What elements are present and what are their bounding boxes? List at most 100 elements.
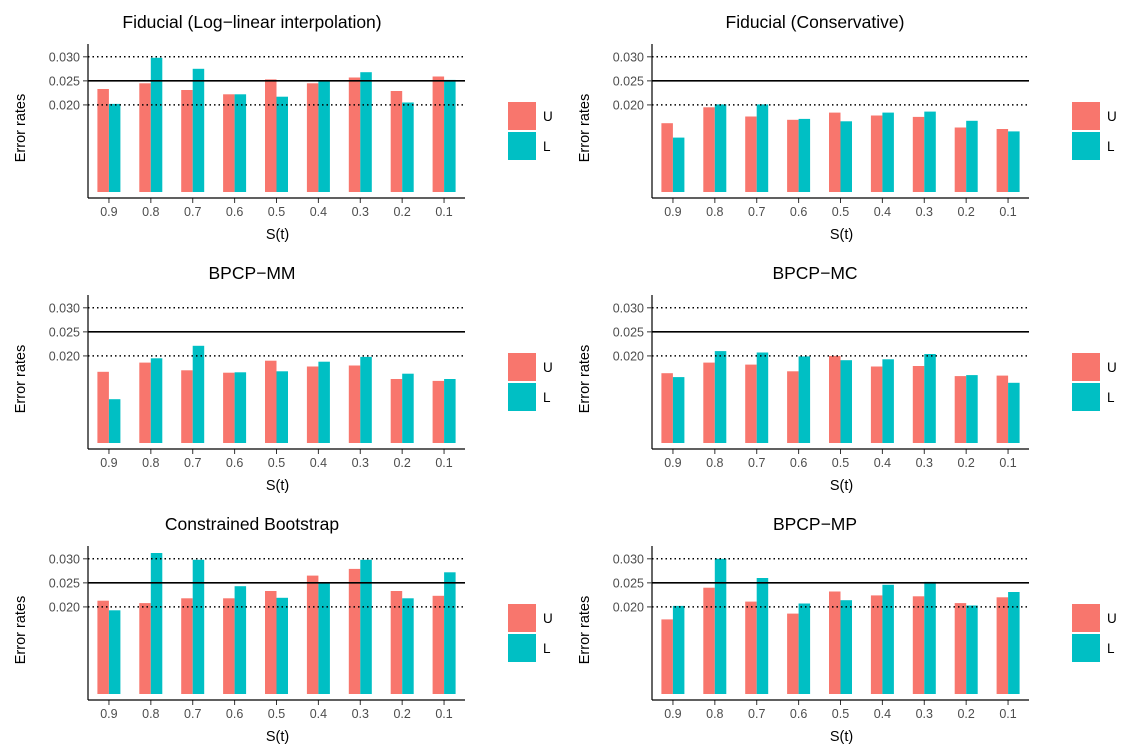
- legend-swatch-l: [1072, 634, 1100, 662]
- chart-title: BPCP−MM: [208, 263, 295, 283]
- bar-l-0-4: [318, 80, 330, 192]
- x-tick-label: 0.3: [352, 707, 369, 721]
- bar-l-0-3: [924, 581, 936, 694]
- bar-l-0-5: [840, 121, 852, 192]
- x-axis-label: S(t): [830, 227, 853, 243]
- bar-u-0-1: [996, 129, 1009, 192]
- y-axis-label: Error rates: [577, 596, 593, 665]
- x-tick-label: 0.4: [310, 707, 327, 721]
- y-tick-label: 0.025: [613, 576, 644, 590]
- x-tick-label: 0.3: [916, 456, 933, 470]
- bar-u-0-9: [97, 89, 109, 192]
- x-tick-label: 0.9: [100, 456, 117, 470]
- x-tick-label: 0.2: [393, 456, 410, 470]
- bar-u-0-4: [306, 575, 319, 694]
- legend-swatch-u: [1072, 353, 1100, 381]
- x-tick-label: 0.8: [142, 205, 159, 219]
- legend-swatch-l: [508, 132, 536, 160]
- bar-u-0-6: [787, 119, 799, 192]
- bar-l-0-6: [798, 603, 811, 694]
- x-tick-label: 0.9: [100, 707, 117, 721]
- bar-u-0-7: [745, 601, 757, 694]
- x-tick-label: 0.7: [748, 205, 765, 219]
- bar-l-0-3: [360, 559, 372, 694]
- legend-label-l: L: [543, 390, 551, 405]
- bar-l-0-7: [192, 559, 205, 694]
- bar-u-0-9: [97, 371, 109, 443]
- chart-panel-1: Fiducial (Log−linear interpolation) Error…: [13, 12, 553, 243]
- bar-l-0-8: [714, 104, 727, 192]
- bar-l-0-8: [150, 553, 163, 694]
- x-tick-label: 0.2: [393, 707, 410, 721]
- bar-u-0-9: [661, 373, 673, 443]
- legend-swatch-l: [508, 634, 536, 662]
- x-tick-label: 0.5: [832, 456, 849, 470]
- bar-u-0-4: [870, 366, 883, 443]
- bar-l-0-1: [444, 572, 456, 694]
- bar-u-0-4: [306, 366, 319, 443]
- y-tick-label: 0.025: [49, 325, 80, 339]
- bar-l-0-9: [108, 610, 121, 694]
- bar-u-0-5: [265, 591, 277, 694]
- x-tick-label: 0.8: [706, 707, 723, 721]
- x-axis-label: S(t): [266, 478, 289, 494]
- bar-l-0-5: [840, 360, 852, 443]
- bar-u-0-1: [432, 76, 445, 192]
- bar-u-0-4: [870, 595, 883, 694]
- x-tick-label: 0.8: [706, 456, 723, 470]
- x-tick-label: 0.7: [748, 707, 765, 721]
- legend-label-u: U: [543, 611, 553, 626]
- x-tick-label: 0.3: [916, 205, 933, 219]
- bar-u-0-4: [306, 83, 319, 192]
- y-axis-label: Error rates: [13, 94, 29, 163]
- bar-u-0-8: [703, 587, 715, 694]
- bar-u-0-9: [97, 600, 109, 694]
- bar-l-0-7: [756, 352, 769, 443]
- x-tick-label: 0.1: [435, 707, 452, 721]
- x-tick-label: 0.9: [664, 707, 681, 721]
- x-tick-label: 0.1: [435, 205, 452, 219]
- x-tick-label: 0.1: [435, 456, 452, 470]
- bar-u-0-6: [223, 94, 235, 192]
- y-tick-label: 0.025: [49, 74, 80, 88]
- x-tick-label: 0.7: [184, 707, 201, 721]
- legend-swatch-u: [508, 604, 536, 632]
- bar-l-0-5: [276, 597, 288, 694]
- bar-l-0-4: [882, 112, 894, 192]
- legend-label-l: L: [1107, 641, 1115, 656]
- y-axis-label: Error rates: [13, 596, 29, 665]
- bar-u-0-6: [223, 598, 235, 694]
- bar-u-0-2: [954, 603, 967, 694]
- x-tick-label: 0.2: [957, 205, 974, 219]
- bar-l-0-6: [798, 356, 811, 443]
- x-tick-label: 0.4: [310, 456, 327, 470]
- x-tick-label: 0.6: [790, 205, 807, 219]
- x-tick-label: 0.2: [957, 456, 974, 470]
- y-tick-label: 0.020: [613, 349, 644, 363]
- x-tick-label: 0.9: [664, 456, 681, 470]
- bar-u-0-6: [787, 371, 799, 443]
- bar-l-0-4: [882, 359, 894, 443]
- chart-title: BPCP−MP: [773, 514, 857, 534]
- bar-u-0-1: [996, 597, 1009, 694]
- x-tick-label: 0.8: [706, 205, 723, 219]
- x-tick-label: 0.8: [142, 707, 159, 721]
- bar-u-0-1: [996, 375, 1009, 443]
- y-tick-label: 0.030: [613, 552, 644, 566]
- y-tick-label: 0.025: [49, 576, 80, 590]
- bar-u-0-3: [912, 116, 925, 192]
- bar-l-0-2: [402, 373, 414, 443]
- x-tick-label: 0.6: [226, 707, 243, 721]
- chart-panel-4: BPCP−MC Error rates S(t) 0.9 0.8 0.7 0.6 0.5 0.4…: [577, 263, 1117, 494]
- bar-u-0-7: [745, 116, 757, 192]
- x-tick-label: 0.4: [310, 205, 327, 219]
- bar-l-0-4: [318, 582, 330, 694]
- x-tick-label: 0.4: [874, 205, 891, 219]
- x-tick-label: 0.2: [957, 707, 974, 721]
- bar-u-0-9: [661, 619, 673, 694]
- bar-l-0-1: [1008, 592, 1020, 694]
- x-tick-label: 0.5: [268, 456, 285, 470]
- x-axis-label: S(t): [830, 729, 853, 745]
